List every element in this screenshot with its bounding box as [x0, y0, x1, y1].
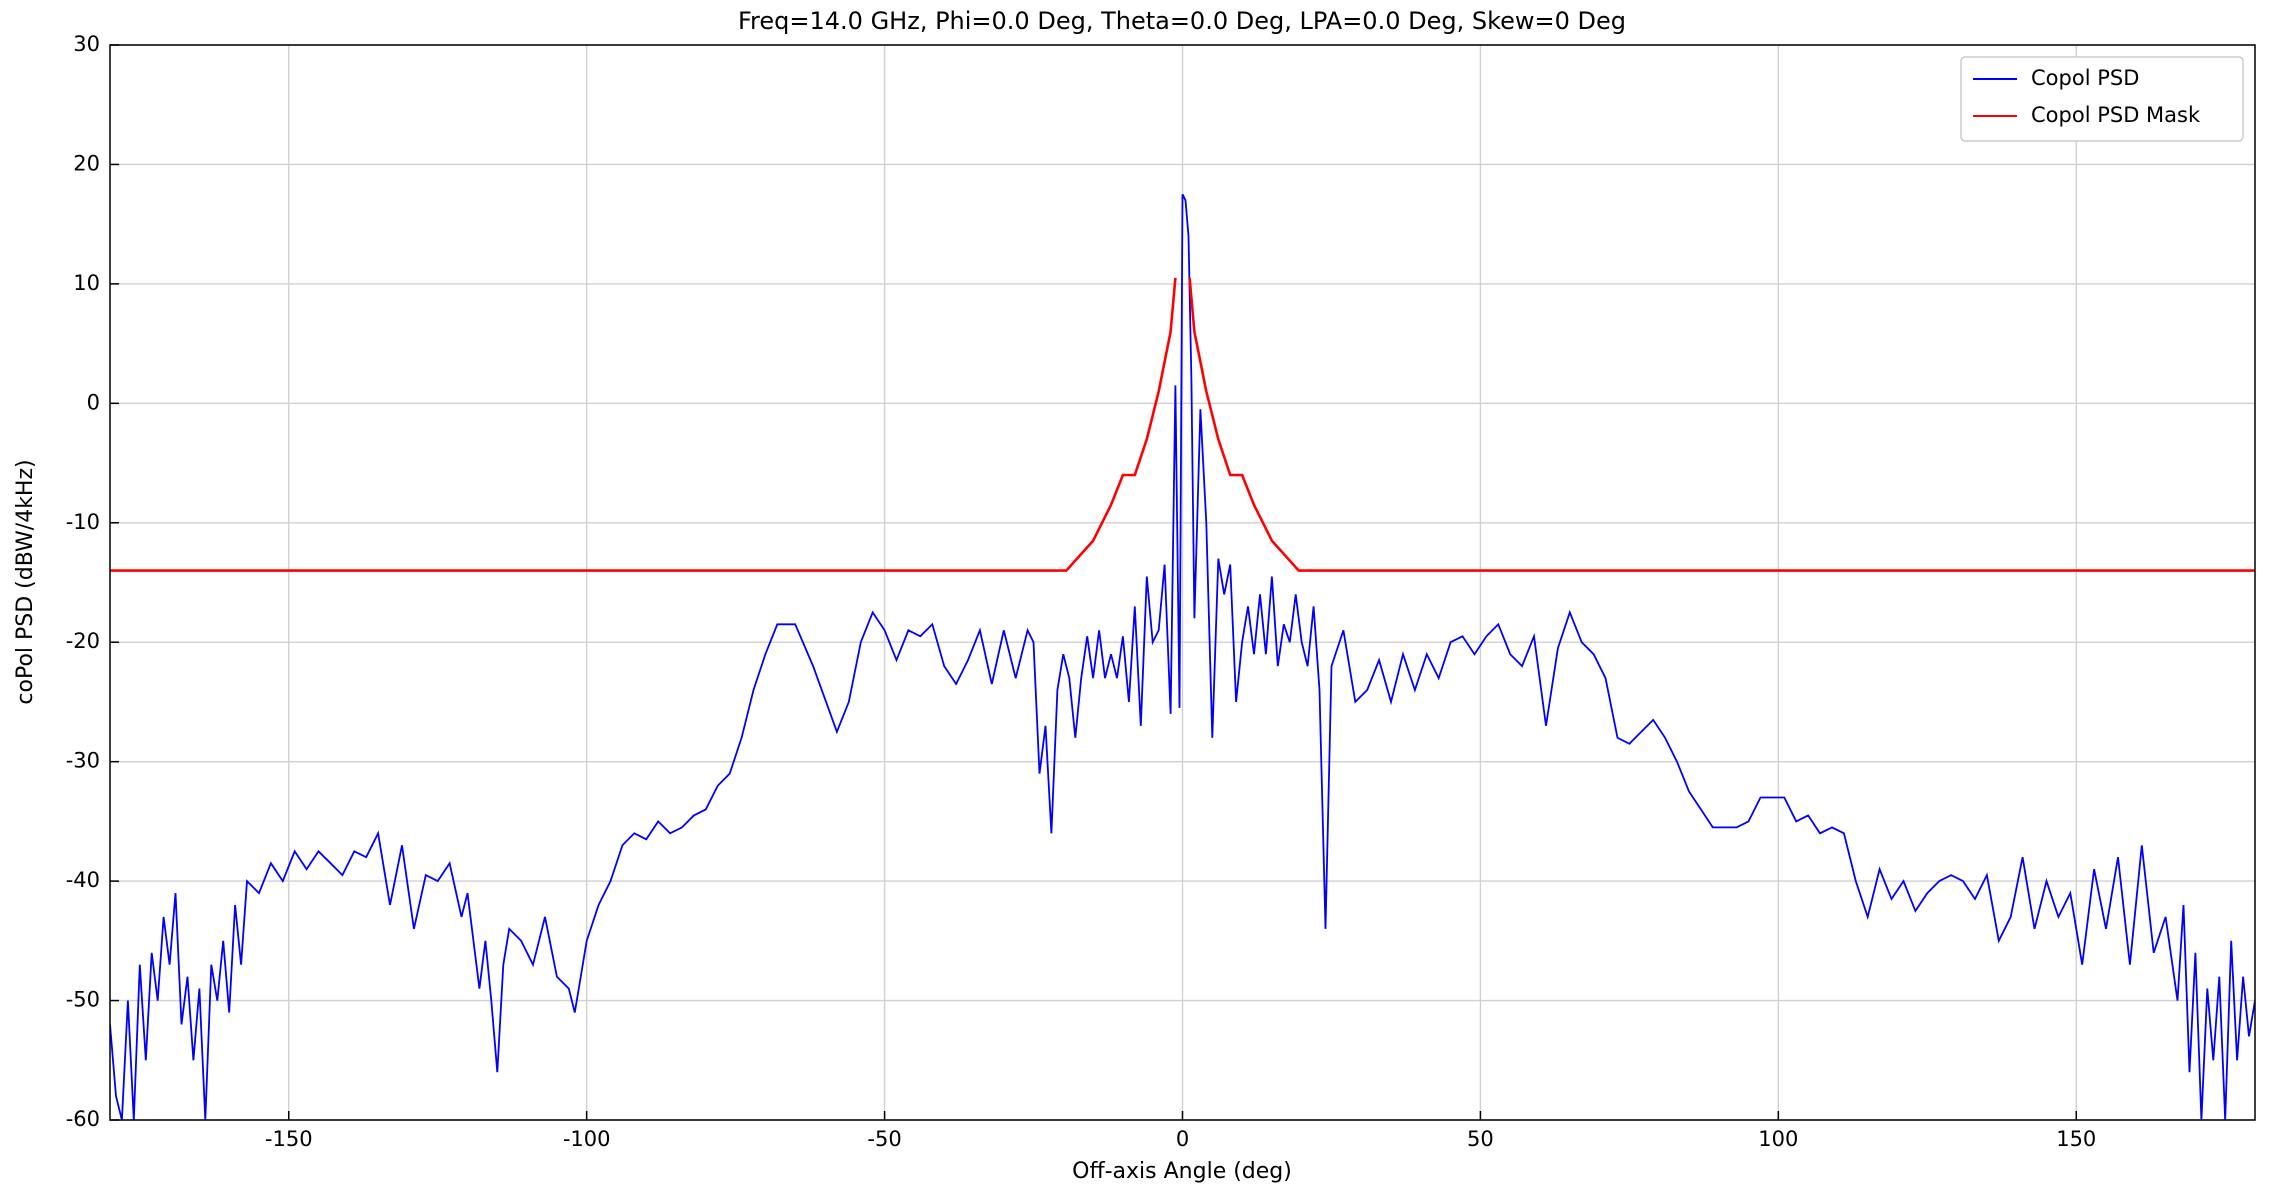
y-tick-label: -20 — [66, 629, 100, 653]
y-tick-label: 0 — [87, 390, 100, 414]
chart-title: Freq=14.0 GHz, Phi=0.0 Deg, Theta=0.0 De… — [738, 7, 1626, 35]
x-axis-label: Off-axis Angle (deg) — [1072, 1159, 1292, 1184]
x-tick-label: 50 — [1467, 1127, 1494, 1151]
y-tick-label: -10 — [66, 510, 100, 534]
y-tick-label: 20 — [73, 151, 100, 175]
legend-label: Copol PSD — [2031, 66, 2139, 90]
legend-box — [1960, 56, 2244, 142]
plot-frame — [109, 44, 2256, 1121]
y-tick-label: -40 — [66, 868, 100, 892]
y-tick-label: -50 — [66, 988, 100, 1012]
legend-label: Copol PSD Mask — [2031, 103, 2201, 127]
x-tick-label: 150 — [2056, 1127, 2096, 1151]
y-axis-label: coPol PSD (dBW/4kHz) — [13, 459, 38, 704]
x-tick-label: -50 — [867, 1127, 901, 1151]
x-tick-label: 0 — [1176, 1127, 1189, 1151]
y-tick-label: -60 — [66, 1107, 100, 1131]
x-tick-label: 100 — [1758, 1127, 1798, 1151]
y-tick-label: 10 — [73, 271, 100, 295]
y-tick-label: -30 — [66, 749, 100, 773]
y-tick-label: 30 — [73, 32, 100, 56]
data-line — [110, 277, 2255, 572]
x-tick-label: -100 — [563, 1127, 611, 1151]
data-line — [110, 193, 2255, 1120]
x-tick-label: -150 — [265, 1127, 313, 1151]
